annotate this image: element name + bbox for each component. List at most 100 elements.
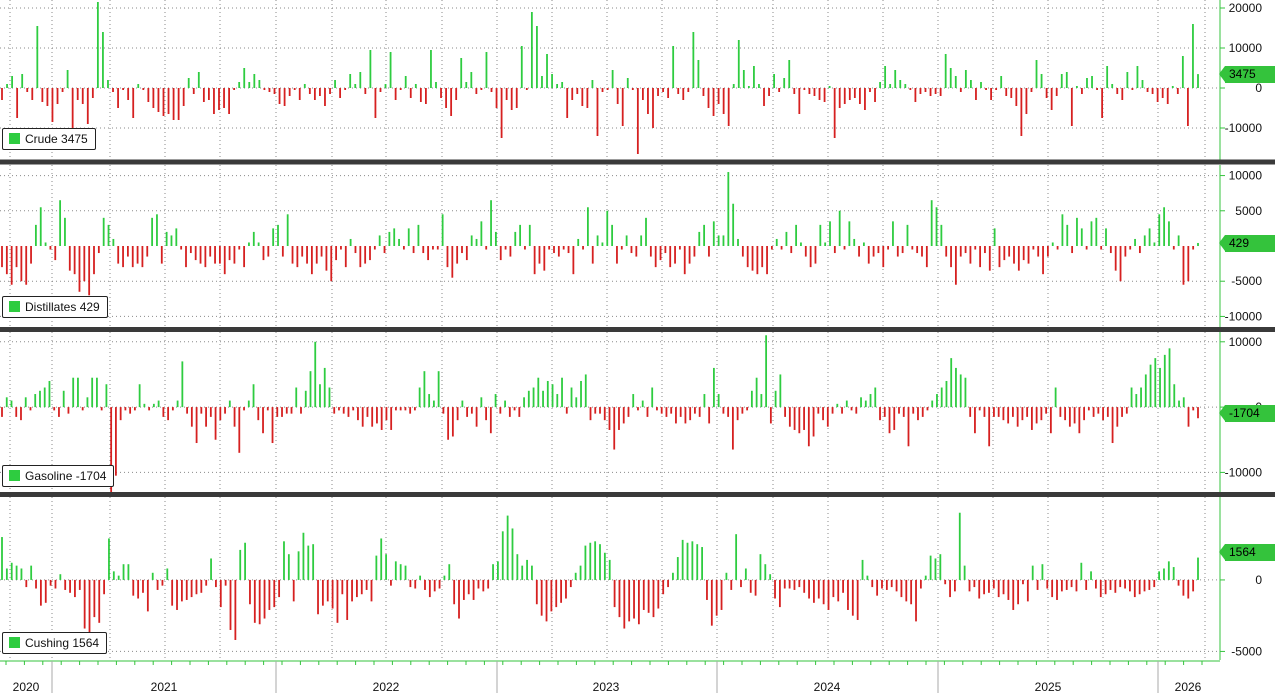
bar-crude [1000, 76, 1003, 88]
bar-cushing [258, 579, 261, 625]
bar-gasoline [1026, 407, 1029, 417]
bar-crude [677, 88, 680, 94]
bar-cushing [968, 579, 971, 592]
bar-gasoline [205, 407, 207, 427]
bar-distillates [969, 246, 972, 264]
bar-gasoline [731, 407, 734, 450]
bar-crude [31, 88, 34, 100]
bar-crude [102, 32, 104, 88]
bar-gasoline [271, 407, 274, 444]
bar-distillates [766, 246, 768, 275]
bar-gasoline [912, 407, 915, 414]
bar-gasoline [584, 374, 587, 408]
bar-cushing [608, 559, 611, 580]
bar-cushing [1197, 557, 1199, 580]
bar-crude [1, 88, 3, 100]
bar-gasoline [190, 407, 193, 427]
bar-distillates [364, 246, 367, 264]
bar-cushing [297, 551, 300, 580]
bar-crude [990, 88, 992, 100]
bar-crude [520, 46, 523, 88]
bar-gasoline [470, 407, 473, 414]
bar-cushing [599, 544, 601, 580]
bar-distillates [790, 246, 793, 254]
bar-distillates [156, 214, 158, 246]
bar-crude [707, 88, 710, 108]
bar-crude [626, 78, 629, 88]
bar-distillates [601, 242, 604, 246]
bar-distillates [136, 246, 139, 264]
bar-crude [591, 80, 594, 88]
bar-crude [107, 80, 109, 88]
bar-crude [268, 88, 271, 92]
bar-crude [495, 88, 498, 108]
bar-crude [460, 58, 463, 88]
bar-cushing [676, 557, 679, 580]
bar-gasoline [1111, 407, 1114, 444]
bar-crude [288, 88, 291, 96]
bar-distillates [204, 246, 207, 268]
bar-gasoline [580, 380, 582, 408]
bar-distillates [330, 246, 333, 282]
bar-cushing [827, 579, 830, 610]
bar-gasoline [812, 407, 815, 437]
bar-cushing [1080, 562, 1083, 580]
bar-gasoline [304, 390, 307, 408]
bar-distillates [712, 221, 715, 246]
bar-distillates [979, 246, 982, 268]
bar-distillates [315, 246, 318, 264]
y-tick-label-distillates: -5000 [1231, 274, 1262, 288]
bar-crude [944, 54, 947, 88]
bar-gasoline [34, 394, 37, 408]
bar-distillates [814, 246, 817, 264]
bar-gasoline [788, 407, 791, 427]
bar-crude [71, 88, 74, 128]
bar-gasoline [176, 400, 179, 408]
y-tick-label-cushing: -5000 [1231, 644, 1262, 658]
bar-cushing [1002, 579, 1005, 595]
bar-cushing [190, 579, 193, 598]
x-year-label: 2021 [151, 680, 178, 693]
bar-cushing [156, 579, 159, 590]
bar-cushing [438, 579, 441, 589]
bar-crude [667, 88, 670, 98]
bar-distillates [494, 231, 497, 246]
bar-cushing [545, 579, 548, 622]
bar-crude [924, 88, 927, 92]
bar-gasoline [485, 407, 487, 421]
bar-gasoline [129, 407, 132, 414]
bar-cushing [521, 565, 524, 580]
bar-gasoline [186, 407, 188, 414]
bar-distillates [1105, 228, 1107, 246]
bar-distillates [25, 246, 28, 285]
bar-crude [450, 88, 453, 116]
bar-cushing [1129, 579, 1131, 592]
bar-gasoline [713, 367, 715, 408]
bar-distillates [746, 246, 749, 268]
bar-gasoline [888, 407, 891, 434]
bar-cushing [1182, 579, 1185, 596]
bar-crude [551, 74, 553, 88]
bar-gasoline [978, 407, 981, 411]
bar-crude [515, 88, 518, 108]
bar-distillates [906, 224, 909, 246]
bar-gasoline [1007, 407, 1010, 424]
bar-gasoline [409, 407, 412, 414]
bar-cushing [88, 579, 91, 635]
bar-distillates [761, 246, 764, 268]
bar-gasoline [395, 407, 397, 411]
bar-distillates [291, 246, 294, 264]
x-year-label: 2022 [373, 680, 400, 693]
bar-gasoline [5, 397, 8, 408]
bar-crude [737, 40, 740, 88]
bar-cushing [234, 579, 237, 640]
y-tick-label-crude: 10000 [1229, 41, 1263, 55]
bar-cushing [112, 571, 115, 580]
bar-cushing [618, 579, 621, 618]
bar-distillates [1158, 214, 1161, 246]
bar-gasoline [765, 335, 768, 408]
bar-cushing [720, 579, 723, 610]
bar-gasoline [684, 407, 687, 424]
bar-distillates [693, 246, 696, 257]
bar-gasoline [594, 407, 597, 414]
